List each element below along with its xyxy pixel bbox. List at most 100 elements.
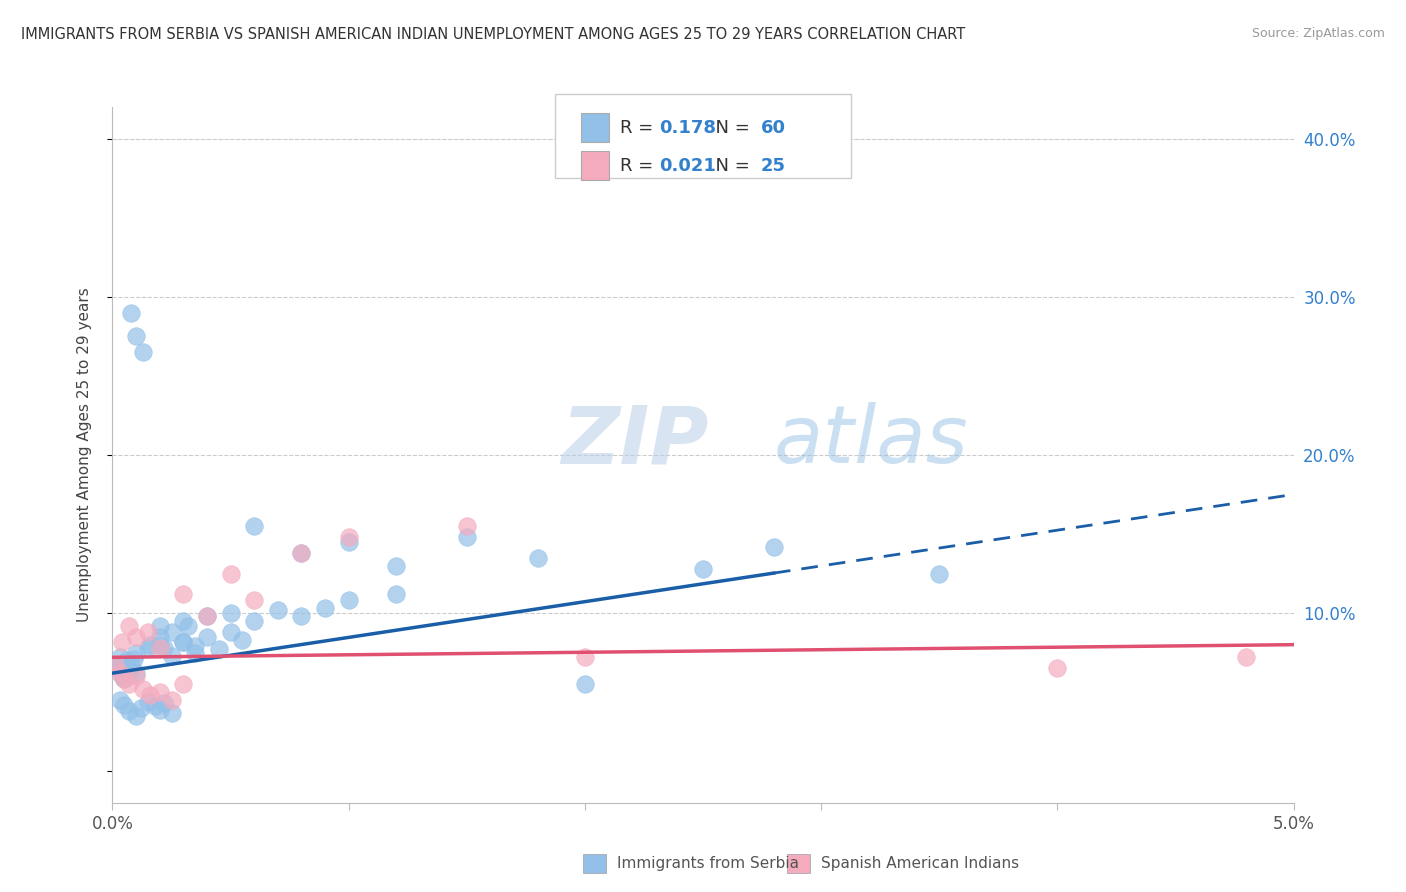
Point bbox=[136, 625, 159, 640]
Point bbox=[136, 695, 159, 709]
Point bbox=[243, 614, 266, 628]
Point bbox=[177, 618, 200, 632]
Point bbox=[314, 601, 336, 615]
Point bbox=[195, 609, 218, 624]
Point bbox=[1234, 650, 1257, 665]
Point bbox=[692, 562, 714, 576]
Point bbox=[290, 609, 312, 624]
Point bbox=[118, 618, 141, 632]
Point bbox=[160, 648, 183, 663]
Point bbox=[385, 558, 408, 573]
Point bbox=[129, 701, 152, 715]
Point bbox=[125, 708, 148, 723]
Point bbox=[172, 677, 194, 691]
Point bbox=[172, 614, 194, 628]
Point bbox=[115, 653, 138, 667]
Point bbox=[104, 657, 127, 671]
Point bbox=[195, 630, 218, 644]
Point bbox=[125, 666, 148, 681]
Point bbox=[172, 587, 194, 601]
Point bbox=[456, 530, 478, 544]
Point bbox=[153, 696, 176, 710]
Text: R =: R = bbox=[620, 157, 659, 175]
Y-axis label: Unemployment Among Ages 25 to 29 years: Unemployment Among Ages 25 to 29 years bbox=[77, 287, 91, 623]
Point bbox=[149, 630, 172, 644]
Text: N =: N = bbox=[704, 119, 756, 136]
Text: 60: 60 bbox=[761, 119, 786, 136]
Point bbox=[136, 640, 159, 655]
Point bbox=[574, 650, 596, 665]
Point bbox=[120, 305, 142, 319]
Point bbox=[290, 546, 312, 560]
Point bbox=[219, 566, 242, 581]
Point bbox=[219, 606, 242, 620]
Point bbox=[243, 593, 266, 607]
Point bbox=[125, 329, 148, 343]
Point bbox=[526, 550, 548, 565]
Point bbox=[122, 652, 145, 666]
Text: ZIP: ZIP bbox=[561, 402, 709, 480]
Point bbox=[574, 677, 596, 691]
Text: N =: N = bbox=[704, 157, 756, 175]
Point bbox=[385, 587, 408, 601]
Point bbox=[337, 593, 360, 607]
Point bbox=[139, 688, 162, 702]
Text: 25: 25 bbox=[761, 157, 786, 175]
Point bbox=[112, 673, 135, 687]
Point bbox=[762, 540, 785, 554]
Point bbox=[184, 646, 207, 660]
Point bbox=[456, 519, 478, 533]
Point bbox=[337, 530, 360, 544]
Point bbox=[125, 630, 148, 644]
Text: R =: R = bbox=[620, 119, 659, 136]
Point bbox=[160, 706, 183, 720]
Point bbox=[184, 639, 207, 653]
Point bbox=[118, 677, 141, 691]
Text: Immigrants from Serbia: Immigrants from Serbia bbox=[617, 856, 799, 871]
Point bbox=[132, 681, 155, 696]
Point bbox=[112, 698, 135, 712]
Point bbox=[149, 638, 172, 652]
Point bbox=[160, 625, 183, 640]
Point bbox=[143, 699, 166, 714]
Point bbox=[149, 685, 172, 699]
Point bbox=[219, 625, 242, 640]
Point bbox=[290, 546, 312, 560]
Point bbox=[132, 345, 155, 359]
Point bbox=[153, 640, 176, 655]
Point bbox=[149, 640, 172, 655]
Text: Source: ZipAtlas.com: Source: ZipAtlas.com bbox=[1251, 27, 1385, 40]
Point bbox=[112, 673, 135, 687]
Point bbox=[111, 634, 134, 648]
Point bbox=[160, 693, 183, 707]
Point bbox=[105, 661, 128, 675]
Point bbox=[139, 638, 162, 652]
Text: Spanish American Indians: Spanish American Indians bbox=[821, 856, 1019, 871]
Point bbox=[111, 669, 134, 683]
Point bbox=[149, 618, 172, 632]
Point bbox=[125, 669, 148, 683]
Point bbox=[108, 650, 131, 665]
Point bbox=[195, 609, 218, 624]
Text: 0.178: 0.178 bbox=[659, 119, 717, 136]
Point bbox=[125, 646, 148, 660]
Point bbox=[208, 642, 231, 657]
Point bbox=[118, 704, 141, 718]
Point bbox=[118, 665, 141, 679]
Point bbox=[928, 566, 950, 581]
Point bbox=[108, 666, 131, 681]
Point bbox=[337, 534, 360, 549]
Point bbox=[104, 657, 127, 671]
Point bbox=[243, 519, 266, 533]
Point bbox=[172, 634, 194, 648]
Point bbox=[267, 603, 290, 617]
Point bbox=[231, 632, 253, 647]
Point bbox=[120, 658, 142, 673]
Point bbox=[172, 634, 194, 648]
Text: 0.021: 0.021 bbox=[659, 157, 716, 175]
Point bbox=[1046, 661, 1069, 675]
Text: atlas: atlas bbox=[773, 402, 969, 480]
Text: IMMIGRANTS FROM SERBIA VS SPANISH AMERICAN INDIAN UNEMPLOYMENT AMONG AGES 25 TO : IMMIGRANTS FROM SERBIA VS SPANISH AMERIC… bbox=[21, 27, 966, 42]
Point bbox=[108, 693, 131, 707]
Point bbox=[149, 702, 172, 716]
